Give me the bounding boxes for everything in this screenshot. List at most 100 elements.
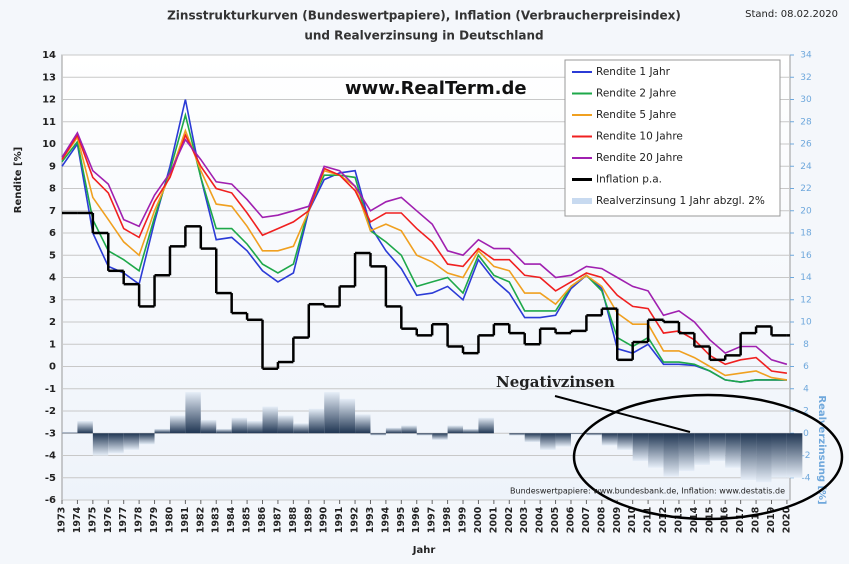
- y-tick-label: 4: [49, 273, 56, 284]
- y2-tick-label: 4: [803, 384, 809, 394]
- y-tick-label: 2: [49, 317, 56, 328]
- real-rate-bar: [771, 433, 787, 478]
- x-tick-label: 2000: [473, 506, 484, 533]
- x-tick-label: 2016: [720, 506, 731, 533]
- y2-tick-label: 30: [800, 95, 812, 105]
- y2-tick-label: 14: [800, 273, 812, 283]
- x-tick-label: 1983: [211, 507, 222, 533]
- real-rate-bar: [694, 433, 710, 465]
- real-rate-bar: [447, 425, 464, 434]
- x-tick-label: 2018: [751, 506, 762, 533]
- y-tick-label: -4: [45, 451, 56, 462]
- real-rate-bar: [478, 417, 494, 434]
- x-tick-label: 1986: [257, 506, 268, 533]
- real-rate-bar: [648, 433, 664, 468]
- y2-tick-label: 16: [800, 251, 812, 261]
- yield-line: [61, 128, 788, 381]
- y-tick-label: 12: [42, 95, 56, 106]
- x-tick-label: 1976: [103, 506, 114, 533]
- y-tick-label: 6: [49, 228, 56, 239]
- y2-tick-label: 8: [803, 340, 809, 350]
- x-tick-label: 2002: [504, 507, 515, 533]
- real-rate-bar: [92, 433, 109, 456]
- x-tick-label: 2019: [766, 507, 777, 533]
- yield-line: [61, 111, 787, 383]
- x-tick-label: 1998: [442, 506, 453, 533]
- y-tick-label: 13: [42, 72, 56, 83]
- y-tick-label: 0: [49, 362, 56, 373]
- y-tick-label: 9: [49, 161, 56, 172]
- real-rate-bar: [756, 433, 772, 483]
- y-tick-label: -2: [45, 406, 56, 417]
- real-rate-bar: [725, 433, 741, 468]
- real-rate-bar: [77, 421, 93, 434]
- real-rate-bar: [740, 433, 757, 480]
- real-rate-bar: [185, 392, 201, 434]
- y-tick-label: 14: [42, 50, 56, 61]
- y2-tick-label: 2: [803, 407, 809, 417]
- x-tick-label: 2013: [673, 507, 684, 533]
- real-rate-bar: [262, 406, 278, 434]
- y-tick-label: 10: [42, 139, 56, 150]
- real-rate-bar: [324, 392, 340, 434]
- x-axis-label: Jahr: [412, 545, 436, 556]
- y-axis-label: Rendite [%]: [13, 147, 24, 213]
- y-tick-label: 11: [42, 117, 56, 128]
- real-rate-bar: [231, 417, 248, 434]
- y2-tick-label: 18: [800, 229, 812, 239]
- legend-label: Rendite 10 Jahre: [596, 131, 683, 143]
- real-rate-bar: [509, 433, 525, 436]
- x-tick-label: 2010: [627, 506, 638, 533]
- real-rate-bar: [632, 433, 649, 462]
- x-tick-label: 2007: [581, 507, 592, 533]
- x-tick-label: 2003: [519, 507, 530, 533]
- real-rate-bar: [540, 433, 556, 450]
- x-tick-label: 1973: [57, 507, 68, 533]
- x-tick-label: 2004: [535, 506, 546, 533]
- y-tick-label: 3: [49, 295, 56, 306]
- legend-label: Inflation p.a.: [596, 174, 662, 186]
- y2-tick-label: 20: [800, 206, 812, 216]
- highlight-ellipse: [572, 393, 844, 521]
- real-rate-bar: [169, 415, 186, 434]
- x-tick-label: 1993: [365, 507, 376, 533]
- y-tick-label: 8: [49, 184, 56, 195]
- x-tick-label: 1987: [272, 507, 283, 533]
- yield-line: [61, 133, 788, 374]
- x-tick-label: 1980: [164, 506, 175, 533]
- x-tick-label: 1992: [350, 507, 361, 533]
- legend-label: Rendite 1 Jahr: [596, 66, 671, 78]
- x-tick-label: 1997: [427, 507, 438, 533]
- legend-label: Rendite 20 Jahre: [596, 152, 683, 164]
- legend-label: Rendite 2 Jahre: [596, 88, 676, 100]
- real-rate-bar: [277, 415, 294, 434]
- y2-tick-label: 22: [800, 184, 811, 194]
- real-rate-bar: [308, 408, 325, 434]
- real-rate-bar: [463, 428, 479, 434]
- x-tick-label: 1975: [87, 507, 98, 533]
- y-tick-label: -6: [45, 495, 56, 506]
- x-tick-label: 1978: [134, 506, 145, 533]
- real-rate-bar: [617, 433, 633, 450]
- x-tick-label: 2001: [488, 507, 499, 533]
- x-tick-label: 2017: [735, 507, 746, 533]
- x-tick-label: 2009: [612, 507, 623, 533]
- x-tick-label: 2011: [643, 507, 654, 533]
- y-tick-label: 5: [49, 250, 56, 261]
- real-rate-bar: [570, 433, 587, 435]
- x-tick-label: 1999: [458, 507, 469, 533]
- x-tick-label: 1988: [288, 506, 299, 533]
- x-tick-label: 1977: [118, 507, 129, 533]
- real-rate-bar: [200, 419, 217, 434]
- real-rate-bar: [401, 425, 417, 434]
- real-rate-bar: [601, 433, 618, 446]
- real-rate-bar: [339, 398, 356, 434]
- y-tick-label: -5: [45, 473, 56, 484]
- real-rate-bar: [586, 433, 602, 436]
- x-tick-label: 1990: [319, 506, 330, 533]
- y2-tick-label: 26: [800, 140, 812, 150]
- y-tick-label: -1: [45, 384, 56, 395]
- x-tick-label: 1996: [411, 506, 422, 533]
- real-rate-bar: [524, 433, 541, 443]
